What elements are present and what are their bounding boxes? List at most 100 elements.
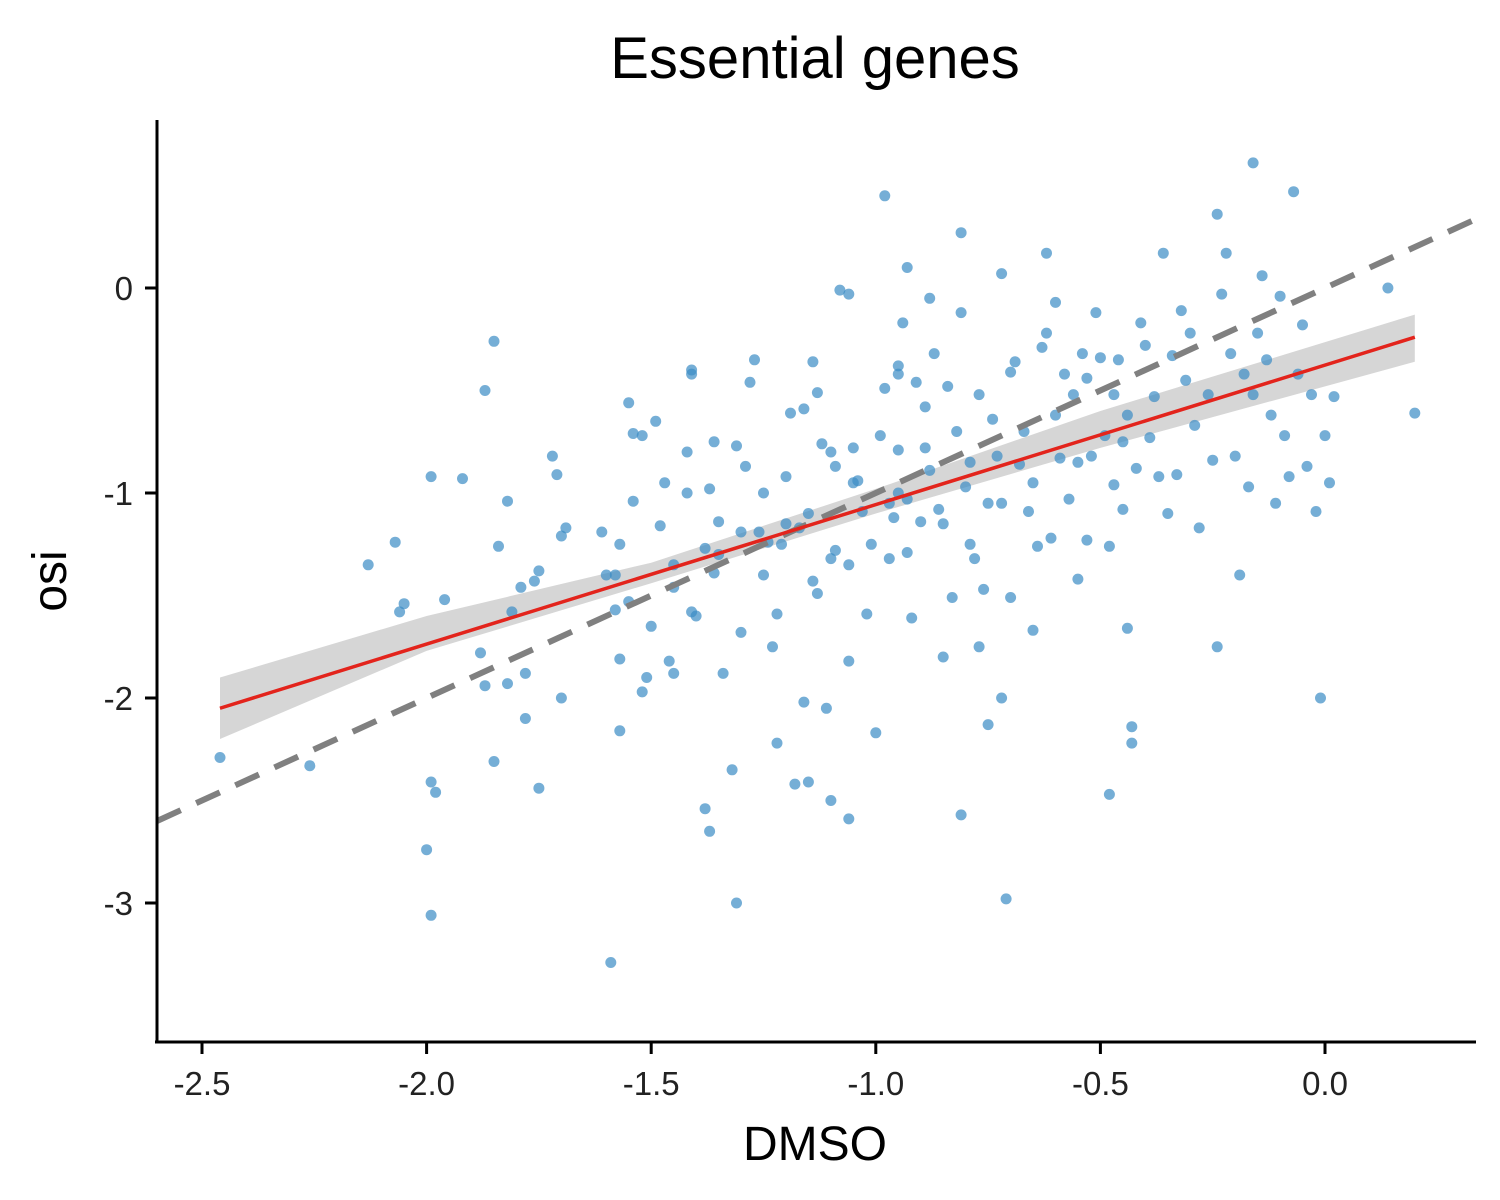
scatter-point xyxy=(1153,471,1165,483)
scatter-point xyxy=(843,288,855,300)
scatter-point xyxy=(1005,592,1017,603)
scatter-point xyxy=(933,503,945,515)
y-tick-label: -1 xyxy=(104,475,133,512)
scatter-point xyxy=(946,592,958,603)
scatter-point xyxy=(973,389,985,401)
scatter-point xyxy=(1063,493,1075,505)
scatter-point xyxy=(910,376,922,388)
scatter-point xyxy=(1220,247,1232,259)
scatter-point xyxy=(645,620,657,632)
scatter-point xyxy=(1144,432,1156,444)
scatter-point xyxy=(699,542,711,554)
scatter-point xyxy=(915,516,927,528)
scatter-point xyxy=(1211,641,1223,653)
scatter-point xyxy=(906,612,918,624)
scatter-point xyxy=(1189,419,1201,431)
scatter-point xyxy=(1059,368,1070,380)
scatter-point xyxy=(982,719,994,731)
scatter-point xyxy=(735,626,747,638)
scatter-point xyxy=(488,756,500,767)
scatter-point xyxy=(744,376,756,388)
scatter-point xyxy=(843,559,855,571)
scatter-point xyxy=(937,651,949,663)
scatter-point xyxy=(708,436,720,448)
scatter-point xyxy=(1184,327,1196,339)
scatter-point xyxy=(816,438,828,450)
y-tick-label: 0 xyxy=(115,270,133,307)
scatter-point xyxy=(1081,534,1093,546)
scatter-point xyxy=(955,227,967,239)
scatter-point xyxy=(596,526,608,538)
scatter-point xyxy=(627,428,639,439)
scatter-point xyxy=(1027,477,1039,489)
scatter-point xyxy=(704,825,716,837)
scatter-point xyxy=(1009,356,1021,368)
scatter-point xyxy=(1216,288,1228,300)
scatter-point xyxy=(1054,452,1066,464)
y-tick-label: -2 xyxy=(104,680,133,717)
scatter-point xyxy=(488,335,500,347)
scatter-point xyxy=(1126,721,1138,733)
scatter-point xyxy=(519,667,531,679)
scatter-point xyxy=(901,547,913,558)
scatter-point xyxy=(735,526,747,538)
scatter-point xyxy=(829,544,841,556)
scatter-point xyxy=(964,456,976,468)
scatter-point xyxy=(555,530,567,542)
scatter-point xyxy=(1328,391,1340,403)
x-axis-label: DMSO xyxy=(743,1118,887,1171)
scatter-point xyxy=(1319,430,1331,442)
scatter-point xyxy=(955,809,967,821)
scatter-point xyxy=(740,460,751,472)
scatter-point xyxy=(897,317,909,329)
scatter-point xyxy=(636,686,648,698)
scatter-point xyxy=(1067,389,1079,401)
scatter-point xyxy=(843,655,855,667)
scatter-point xyxy=(1238,368,1250,380)
scatter-point xyxy=(892,368,904,380)
scatter-point xyxy=(964,538,976,550)
scatter-point xyxy=(551,469,563,481)
scatter-point xyxy=(479,385,491,396)
x-tick-label: -2.0 xyxy=(398,1065,455,1102)
scatter-point xyxy=(1041,327,1052,339)
scatter-point xyxy=(798,403,810,415)
scatter-point xyxy=(843,813,855,825)
scatter-point xyxy=(1162,508,1174,519)
scatter-point xyxy=(847,442,859,454)
scatter-point xyxy=(425,909,437,921)
scatter-point xyxy=(874,430,886,442)
scatter-point xyxy=(1324,477,1335,489)
scatter-point xyxy=(699,803,711,815)
scatter-point xyxy=(1050,296,1061,308)
scatter-point xyxy=(1274,290,1286,302)
y-axis-ticks: 0 -1 -2 -3 xyxy=(104,270,157,922)
x-tick-label: -1.0 xyxy=(847,1065,904,1102)
x-tick-label: -0.5 xyxy=(1072,1065,1129,1102)
scatter-point xyxy=(681,487,693,499)
scatter-point xyxy=(919,442,931,454)
x-axis-ticks: -2.5 -2.0 -1.5 -1.0 -0.5 0.0 xyxy=(174,1042,1348,1102)
scatter-point xyxy=(937,518,949,530)
scatter-point xyxy=(214,752,226,763)
scatter-point xyxy=(493,540,504,552)
scatter-point xyxy=(425,471,437,483)
scatter-point xyxy=(1076,348,1088,360)
scatter-point xyxy=(1108,389,1120,401)
scatter-point xyxy=(362,559,374,571)
scatter-point xyxy=(1288,186,1300,198)
x-tick-label: 0.0 xyxy=(1302,1065,1348,1102)
scatter-point xyxy=(1211,208,1223,220)
scatter-point xyxy=(555,692,567,704)
scatter-point xyxy=(802,776,814,788)
scatter-point xyxy=(758,569,769,581)
scatter-point xyxy=(600,569,612,581)
scatter-point xyxy=(636,430,648,442)
scatter-point xyxy=(1103,540,1115,552)
confidence-band xyxy=(220,314,1415,739)
scatter-point xyxy=(901,262,913,273)
scatter-point xyxy=(825,795,837,806)
scatter-point xyxy=(425,776,437,788)
scatter-point xyxy=(506,606,518,618)
